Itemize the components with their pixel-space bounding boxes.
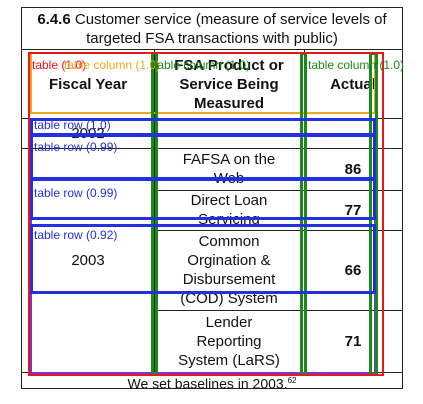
cell-service-cod: Common Orgination & Disbursement (COD) S… [154, 230, 304, 310]
cell-service-2002: --- [154, 118, 304, 148]
cell-actual-direct-loan: 77 [304, 190, 402, 230]
header-fiscal-year: Fiscal Year [22, 50, 154, 118]
row-label-4: table row (0.92) [34, 228, 118, 242]
header-actual-label: Actual [330, 75, 376, 93]
table-footer: We set baselines in 2003.62 [22, 372, 402, 392]
row-divider [154, 230, 402, 231]
actual-lars-value: 71 [344, 332, 362, 350]
row-label-3: table row (0.99) [34, 186, 118, 200]
header-product-line-1: FSA Product or [174, 56, 284, 74]
year-2003-value: 2003 [71, 251, 105, 269]
cell-actual-2002: --- [304, 118, 402, 148]
service-lars-line-1: Lender [205, 313, 253, 331]
service-direct-loan-line-2: Servicing [198, 211, 260, 228]
cell-year-2003: 2003 [22, 148, 154, 372]
cell-service-direct-loan: Direct Loan Servicing [154, 190, 304, 230]
service-cod-line-1: Common [198, 233, 260, 250]
service-lars-line-3: System (LaRS) [178, 351, 280, 369]
service-cod-line-4: (COD) System [180, 290, 278, 307]
row-divider [22, 148, 402, 149]
row-divider [154, 190, 402, 191]
cell-actual-cod: 66 [304, 230, 402, 310]
header-actual: Actual [304, 50, 402, 118]
row-label-2: table row (0.99) [34, 140, 118, 154]
header-product-line-2: Service Being [179, 75, 279, 93]
service-2002-value: --- [221, 124, 237, 142]
service-cod-line-2: Orgination & [187, 252, 271, 269]
cell-service-lars: Lender Reporting System (LaRS) [154, 310, 304, 372]
title-line-1: Customer service (measure of service lev… [74, 11, 387, 28]
column-divider [304, 50, 305, 372]
header-product: FSA Product or Service Being Measured [154, 50, 304, 118]
cell-service-fafsa: FAFSA on the Web [154, 148, 304, 190]
footer-text: We set baselines in 2003. [127, 375, 288, 392]
column-header-label: table column (1.0) [64, 58, 161, 72]
actual-fafsa-value: 86 [344, 160, 362, 178]
row-divider [154, 310, 402, 311]
footnote-marker: 62 [287, 376, 297, 385]
table-title: 6.4.6 Customer service (measure of servi… [22, 8, 402, 50]
service-lars-line-2: Reporting [196, 332, 262, 350]
header-product-line-3: Measured [193, 94, 265, 112]
column-label-right: table column (1.0) [308, 58, 405, 72]
actual-cod-value: 66 [344, 261, 362, 279]
section-number: 6.4.6 [37, 11, 71, 28]
actual-direct-loan-value: 77 [344, 201, 362, 219]
row-label-1: table row (1.0) [34, 118, 111, 132]
cell-actual-lars: 71 [304, 310, 402, 372]
service-direct-loan-line-1: Direct Loan [190, 192, 268, 209]
cell-actual-fafsa: 86 [304, 148, 402, 190]
service-fafsa-line-2: Web [213, 170, 245, 187]
actual-2002-value: --- [345, 124, 361, 142]
service-fafsa-line-1: FAFSA on the [182, 151, 276, 168]
table-label: table (1.0) [32, 58, 87, 72]
header-fiscal-year-label: Fiscal Year [48, 75, 128, 93]
service-cod-line-3: Disbursement [182, 271, 276, 288]
column-label-left: table column (1.0) [154, 58, 251, 72]
column-divider [154, 50, 155, 372]
title-line-2: targeted FSA transactions with public) [86, 30, 338, 47]
